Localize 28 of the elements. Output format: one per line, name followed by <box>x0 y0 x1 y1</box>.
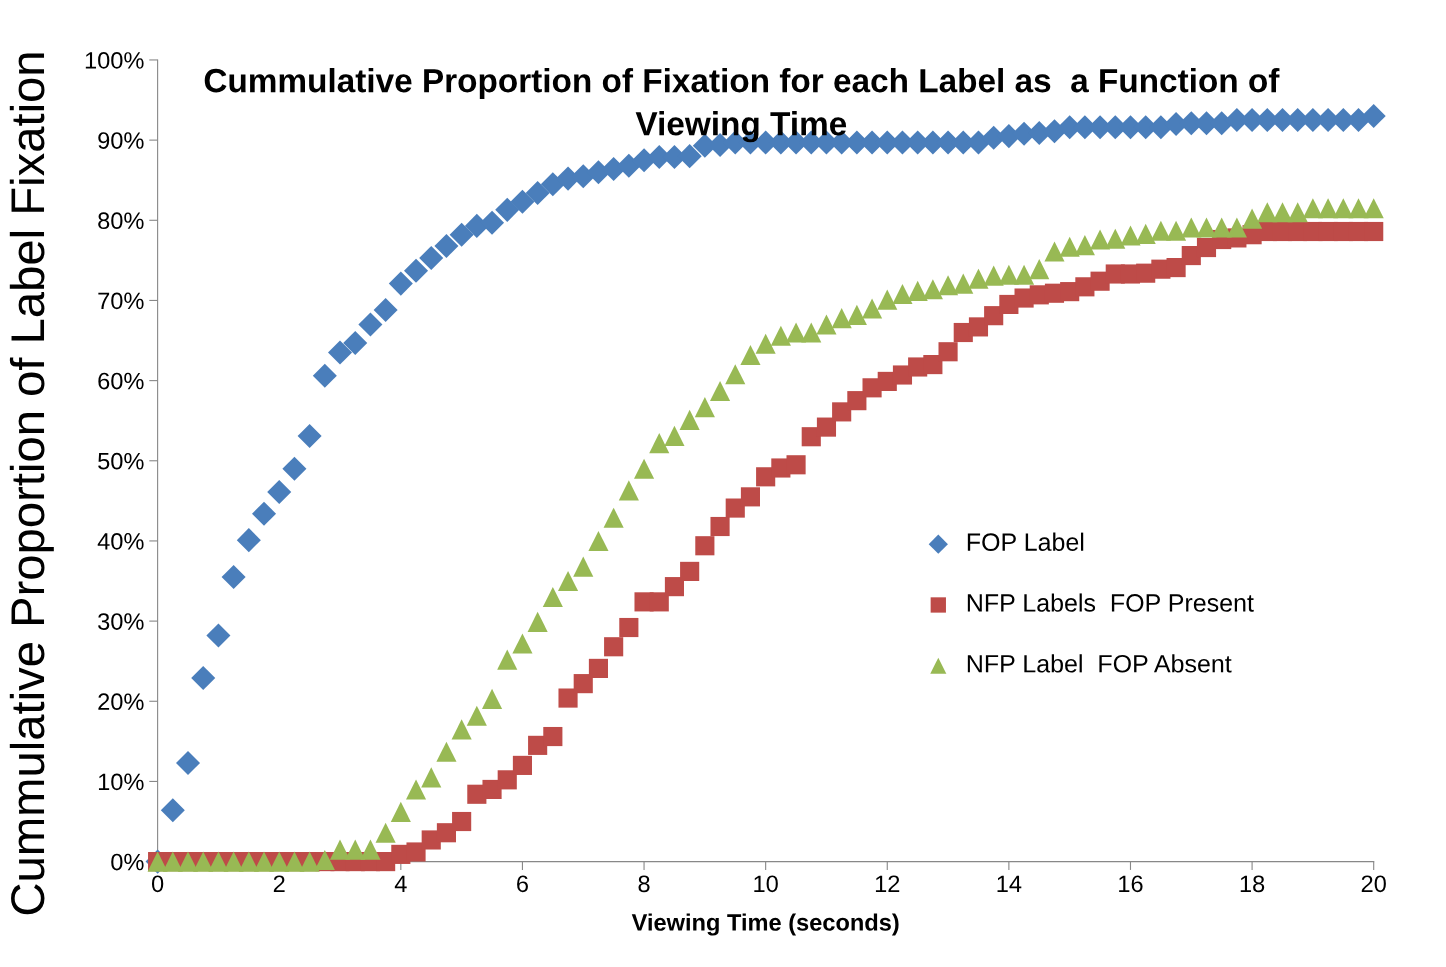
x-tick-label: 8 <box>638 875 650 893</box>
x-axis-title: Viewing Time (seconds) <box>631 913 899 936</box>
y-tick-label: 10% <box>98 773 144 791</box>
legend-label: FOP Label <box>967 532 1084 551</box>
y-tick-label: 50% <box>98 452 144 470</box>
y-tick-label: 40% <box>97 533 144 550</box>
x-tick-label: 4 <box>394 875 407 892</box>
x-tick-label: 16 <box>1119 875 1143 893</box>
y-tick-label: 30% <box>98 613 144 630</box>
x-tick-label: 2 <box>273 875 285 892</box>
x-tick-label: 20 <box>1361 875 1386 893</box>
x-tick-label: 14 <box>997 875 1022 892</box>
x-tick-label: 10 <box>754 875 778 893</box>
y-tick-label: 20% <box>98 693 144 711</box>
x-tick-label: 0 <box>151 875 164 893</box>
text: Cummulative Proportion of Fixation for each Label as a Function of Viewing Time <box>204 67 1280 143</box>
x-tick-label: 18 <box>1240 875 1265 893</box>
y-tick-label: 90% <box>98 132 144 149</box>
x-tick-label: 6 <box>517 875 528 893</box>
x-tick-label: 12 <box>875 875 900 892</box>
y-tick-label: 70% <box>98 292 144 310</box>
legend-label: NFP Label FOP Absent <box>967 654 1232 673</box>
y-tick-label: 0% <box>111 853 144 871</box>
y-tick-label: 60% <box>98 372 144 390</box>
y-tick-label: 100% <box>85 52 144 69</box>
y-axis-title: Cummulative Proportion of Label Fixation <box>9 53 54 915</box>
y-tick-label: 80% <box>98 212 144 230</box>
legend-label: NFP Labels FOP Present <box>967 593 1254 612</box>
